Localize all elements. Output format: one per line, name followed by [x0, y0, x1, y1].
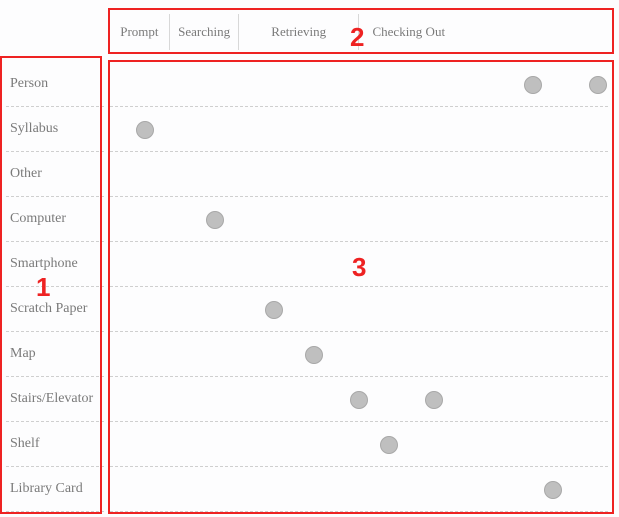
column-header: Searching [170, 14, 240, 50]
data-point [544, 481, 562, 499]
data-point [305, 346, 323, 364]
row-labels-column: PersonSyllabusOtherComputerSmartphoneScr… [6, 62, 104, 512]
chart-container: PromptSearchingRetrievingChecking Out Pe… [0, 0, 619, 517]
plot-area [110, 62, 608, 512]
row-label: Syllabus [6, 107, 104, 152]
grid-row [110, 242, 608, 287]
row-label: Map [6, 332, 104, 377]
row-label: Library Card [6, 467, 104, 512]
data-point [524, 76, 542, 94]
row-label: Scratch Paper [6, 287, 104, 332]
data-point [265, 301, 283, 319]
data-point [206, 211, 224, 229]
row-label: Other [6, 152, 104, 197]
row-label: Shelf [6, 422, 104, 467]
column-header: Retrieving [239, 14, 359, 50]
grid-row [110, 287, 608, 332]
column-header-row: PromptSearchingRetrievingChecking Out [110, 12, 608, 52]
data-point [589, 76, 607, 94]
row-label: Smartphone [6, 242, 104, 287]
grid-row [110, 467, 608, 512]
column-header: Prompt [110, 14, 170, 50]
row-label: Person [6, 62, 104, 107]
data-point [350, 391, 368, 409]
row-label: Computer [6, 197, 104, 242]
grid-row [110, 332, 608, 377]
grid-row [110, 197, 608, 242]
column-header: Checking Out [359, 14, 459, 50]
data-point [425, 391, 443, 409]
grid-row [110, 422, 608, 467]
grid-row [110, 152, 608, 197]
grid-row [110, 107, 608, 152]
data-point [380, 436, 398, 454]
row-label: Stairs/Elevator [6, 377, 104, 422]
data-point [136, 121, 154, 139]
